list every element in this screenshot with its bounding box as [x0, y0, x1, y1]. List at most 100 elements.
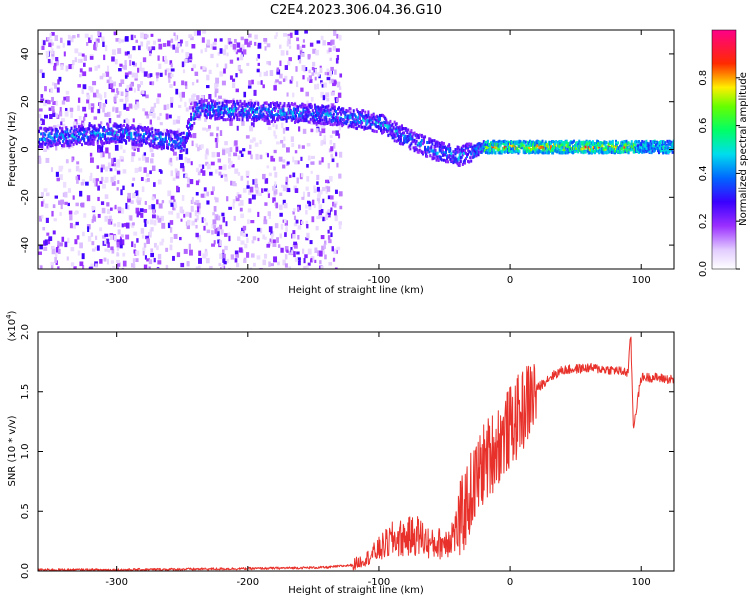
spectrogram-ridge-cell — [172, 140, 175, 144]
spectrogram-ridge-cell — [101, 135, 104, 139]
spectrogram-ridge-cell — [671, 150, 674, 154]
spectrogram-ridge-cell — [554, 149, 557, 153]
spectrogram-ridge-cell — [42, 132, 45, 136]
spectrogram-ridge-cell — [366, 119, 369, 123]
spectrogram-ridge-cell — [291, 103, 294, 107]
spectrogram-noise-cell — [81, 179, 85, 185]
spectrogram-noise-cell — [94, 65, 98, 71]
spectrogram-noise-cell — [215, 197, 219, 203]
spectrogram-noise-cell — [151, 46, 156, 51]
spectrogram-ridge-cell — [246, 113, 249, 117]
spectrogram-ridge-cell — [596, 143, 599, 147]
spectrogram-ridge-cell — [128, 136, 131, 140]
spectrogram-ridge-cell — [389, 126, 392, 130]
spectrogram-noise-cell — [275, 79, 279, 83]
spectrogram-noise-cell — [70, 262, 75, 267]
spectrogram-noise-cell — [311, 66, 315, 71]
spectrogram-ridge-cell — [325, 112, 328, 116]
spectrogram-ridge-cell — [438, 141, 441, 145]
spectrogram-ridge-cell — [107, 123, 110, 127]
spectrogram-ridge-cell — [246, 104, 249, 108]
spectrogram-noise-cell — [237, 155, 241, 160]
spectrogram-ridge-cell — [181, 138, 184, 142]
spectrogram-ridge-cell — [222, 106, 225, 110]
spectrogram-noise-cell — [156, 199, 159, 205]
spectrogram-ridge-cell — [253, 113, 256, 117]
spectrogram-noise-cell — [76, 235, 80, 240]
spectrogram-ridge-cell — [532, 145, 535, 149]
spectrogram-noise-cell — [75, 165, 80, 172]
spectrogram-ridge-cell — [670, 143, 673, 147]
spectrogram-ridge-cell — [190, 124, 193, 128]
spectrogram-ridge-cell — [404, 136, 407, 140]
spectrogram-ridge-cell — [581, 149, 584, 153]
spectrogram-ridge-cell — [121, 131, 124, 135]
spectrogram-noise-cell — [268, 172, 272, 177]
spectrogram-ridge-cell — [314, 109, 317, 113]
spectrogram-noise-cell — [164, 69, 167, 76]
spectrogram-ridge-cell — [314, 113, 317, 117]
spectrogram-noise-cell — [92, 178, 96, 183]
spectrogram-ridge-cell — [414, 147, 417, 151]
spectrogram-noise-cell — [111, 88, 115, 93]
spectrogram-ridge-cell — [98, 135, 101, 139]
spectrogram-ridge-cell — [308, 120, 311, 124]
spectrogram-ridge-cell — [485, 147, 488, 151]
spectrogram-ridge-cell — [503, 139, 506, 143]
spectrogram-ridge-cell — [324, 116, 327, 120]
spectrogram-ridge-cell — [487, 149, 490, 153]
spectrogram-ridge-cell — [155, 146, 158, 150]
spectrogram-ridge-cell — [569, 147, 572, 151]
spectrogram-ridge-cell — [541, 139, 544, 143]
spectrogram-ridge-cell — [53, 133, 56, 137]
spectrogram-ridge-cell — [439, 149, 442, 153]
spectrogram-noise-cell — [276, 141, 280, 145]
spectrogram-noise-cell — [218, 262, 222, 267]
spectrogram-ridge-cell — [142, 132, 145, 136]
spectrogram-noise-cell — [44, 203, 49, 209]
spectrogram-ridge-cell — [98, 132, 101, 136]
spectrogram-noise-cell — [123, 65, 127, 70]
spectrogram-ridge-cell — [628, 144, 631, 148]
spectrogram-ridge-cell — [54, 143, 57, 147]
spectrogram-noise-cell — [42, 199, 45, 204]
spectrogram-ridge-cell — [195, 113, 198, 117]
spectrogram-ridge-cell — [199, 104, 202, 108]
spectrogram-ridge-cell — [203, 103, 206, 107]
spectrogram-ridge-cell — [90, 139, 93, 143]
spectrogram-ridge-cell — [637, 144, 640, 148]
spectrogram-noise-cell — [235, 88, 239, 93]
spectrogram-noise-cell — [236, 57, 240, 61]
spectrogram-ridge-cell — [538, 146, 541, 150]
spectrogram-ridge-cell — [474, 144, 477, 148]
spectrogram-noise-cell — [298, 59, 302, 64]
spectrogram-ridge-cell — [89, 135, 92, 139]
spectrogram-ridge-cell — [208, 113, 211, 117]
spectrogram-ridge-cell — [114, 134, 117, 138]
spectrogram-ridge-cell — [390, 128, 393, 132]
spectrogram-noise-cell — [286, 50, 289, 56]
spectrogram-ridge-cell — [484, 140, 487, 144]
spectrogram-noise-cell — [110, 176, 115, 183]
spectrogram-ridge-cell — [131, 126, 134, 130]
spectrogram-ridge-cell — [242, 109, 245, 113]
spectrogram-noise-cell — [172, 177, 176, 181]
spectrogram-noise-cell — [327, 195, 332, 200]
spectrogram-ridge-cell — [321, 118, 324, 122]
spectrogram-ridge-cell — [464, 144, 467, 148]
spectrogram-noise-cell — [240, 54, 244, 61]
spectrogram-noise-cell — [177, 43, 181, 48]
spectrogram-noise-cell — [316, 186, 320, 192]
spectrogram-ridge-cell — [534, 144, 537, 148]
spectrogram-noise-cell — [97, 185, 100, 191]
spectrogram-noise-cell — [69, 215, 73, 221]
spectrogram-noise-cell — [49, 32, 52, 39]
spectrogram-ridge-cell — [239, 99, 242, 103]
spectrogram-ridge-cell — [388, 125, 391, 129]
spectrogram-noise-cell — [321, 157, 324, 163]
spectrogram-ridge-cell — [317, 119, 320, 123]
spectrogram-noise-cell — [125, 222, 130, 229]
spectrogram-noise-cell — [264, 236, 267, 240]
spectrogram-noise-cell — [67, 40, 71, 46]
